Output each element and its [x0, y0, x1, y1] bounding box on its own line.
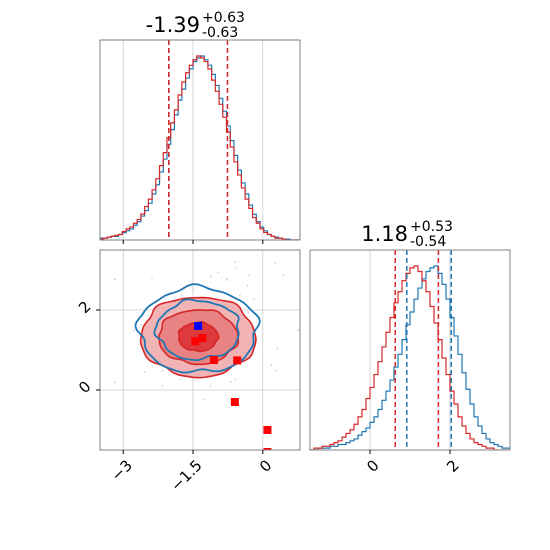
bl-marker-1-4 — [230, 398, 239, 406]
grid-bottom-right — [369, 250, 451, 450]
bl-scatter-point — [161, 384, 164, 387]
bl-scatter-point — [161, 369, 164, 372]
bl-xtick-label-1: −1.5 — [167, 456, 205, 494]
bl-scatter-point — [306, 290, 308, 292]
bl-scatter-point — [174, 227, 176, 229]
bl-scatter-point — [239, 294, 241, 296]
bl-scatter-point — [217, 271, 220, 273]
bl-scatter-point — [192, 288, 195, 291]
title-top-left-value: -1.39 — [146, 13, 200, 37]
histogram-bottom-right — [310, 265, 510, 450]
bl-scatter-point — [209, 276, 212, 278]
frame-bottom-left — [99, 249, 301, 451]
bl-scatter-point — [180, 294, 183, 296]
bl-xtick-label-2: 0 — [256, 456, 275, 475]
bl-scatter-point — [114, 278, 116, 281]
tl-series-0 — [100, 55, 300, 240]
bl-blue-contour-line-2 — [134, 283, 261, 374]
bl-scatter-point — [230, 381, 232, 383]
bl-scatter-point — [114, 381, 116, 384]
bl-scatter-point — [276, 347, 279, 350]
bl-scatter-point — [151, 277, 153, 279]
bl-scatter-point — [234, 261, 236, 263]
bl-xtick-label-0: −3 — [108, 456, 136, 484]
bl-marker-1-5 — [263, 426, 272, 434]
bl-scatter-point — [246, 284, 249, 287]
frame-top-left — [99, 39, 301, 241]
bl-red-contour-line-2 — [139, 296, 257, 379]
bl-red-contour-line-0 — [177, 320, 220, 353]
bl-scatter-point — [253, 298, 255, 301]
markers-bottom-left — [191, 322, 272, 450]
bl-marker-1-2 — [209, 356, 218, 364]
bl-scatter-point — [133, 329, 135, 332]
title-bottom-right-lower: -0.54 — [410, 234, 446, 250]
title-top-left-upper: +0.63 — [202, 10, 245, 26]
bl-marker-1-1 — [191, 337, 200, 346]
bl-ytick-label-1: 2 — [75, 297, 94, 316]
bl-scatter-point — [179, 378, 182, 380]
panel-top-left: -1.39 +0.63 -0.63 — [99, 10, 301, 244]
bl-scatter-point — [270, 364, 273, 367]
tl-series-1 — [100, 55, 300, 240]
bl-scatter-point — [143, 371, 146, 373]
bl-scatter-point — [297, 329, 300, 332]
frame-bottom-right — [309, 249, 511, 451]
bl-scatter-point — [203, 398, 206, 401]
bl-scatter-point — [248, 274, 251, 277]
bl-scatter-point — [225, 279, 228, 281]
bl-scatter-point — [275, 369, 278, 372]
ticks-top-left — [122, 240, 264, 244]
bl-scatter-point — [234, 378, 236, 380]
histogram-top-left — [100, 55, 300, 240]
bl-marker-1-3 — [233, 356, 242, 365]
title-top-left-lower: -0.63 — [202, 25, 238, 41]
bl-red-contour-line-1 — [158, 309, 240, 366]
bl-scatter-point — [274, 262, 277, 264]
grid-top-left — [122, 40, 264, 240]
br-xtick-label-1: 2 — [443, 456, 462, 475]
br-series-1 — [310, 265, 510, 450]
bl-scatter-point — [247, 311, 249, 314]
title-bottom-right-value: 1.18 — [361, 222, 408, 246]
bl-marker-0-0 — [194, 322, 203, 330]
br-xtick-label-0: 0 — [363, 456, 382, 475]
bl-ytick-label-0: 0 — [75, 377, 94, 396]
bl-blue-contour-line-1 — [153, 298, 240, 361]
bl-scatter-point — [225, 277, 228, 280]
bl-marker-1-6 — [263, 448, 272, 450]
title-bottom-right-upper: +0.53 — [410, 219, 453, 235]
quantile-lines-bottom-right — [394, 250, 452, 450]
bl-scatter-point — [140, 323, 143, 326]
quantile-lines-top-left — [168, 40, 229, 240]
bl-scatter-point — [282, 274, 285, 276]
panel-bottom-left: −3 −1.5 0 0 2 — [75, 227, 308, 495]
contours-bottom-left — [134, 283, 261, 379]
bl-scatter-point — [235, 267, 237, 270]
bl-scatter-point — [209, 385, 212, 387]
bl-marker-1-0 — [198, 334, 207, 342]
br-series-0 — [310, 265, 510, 450]
